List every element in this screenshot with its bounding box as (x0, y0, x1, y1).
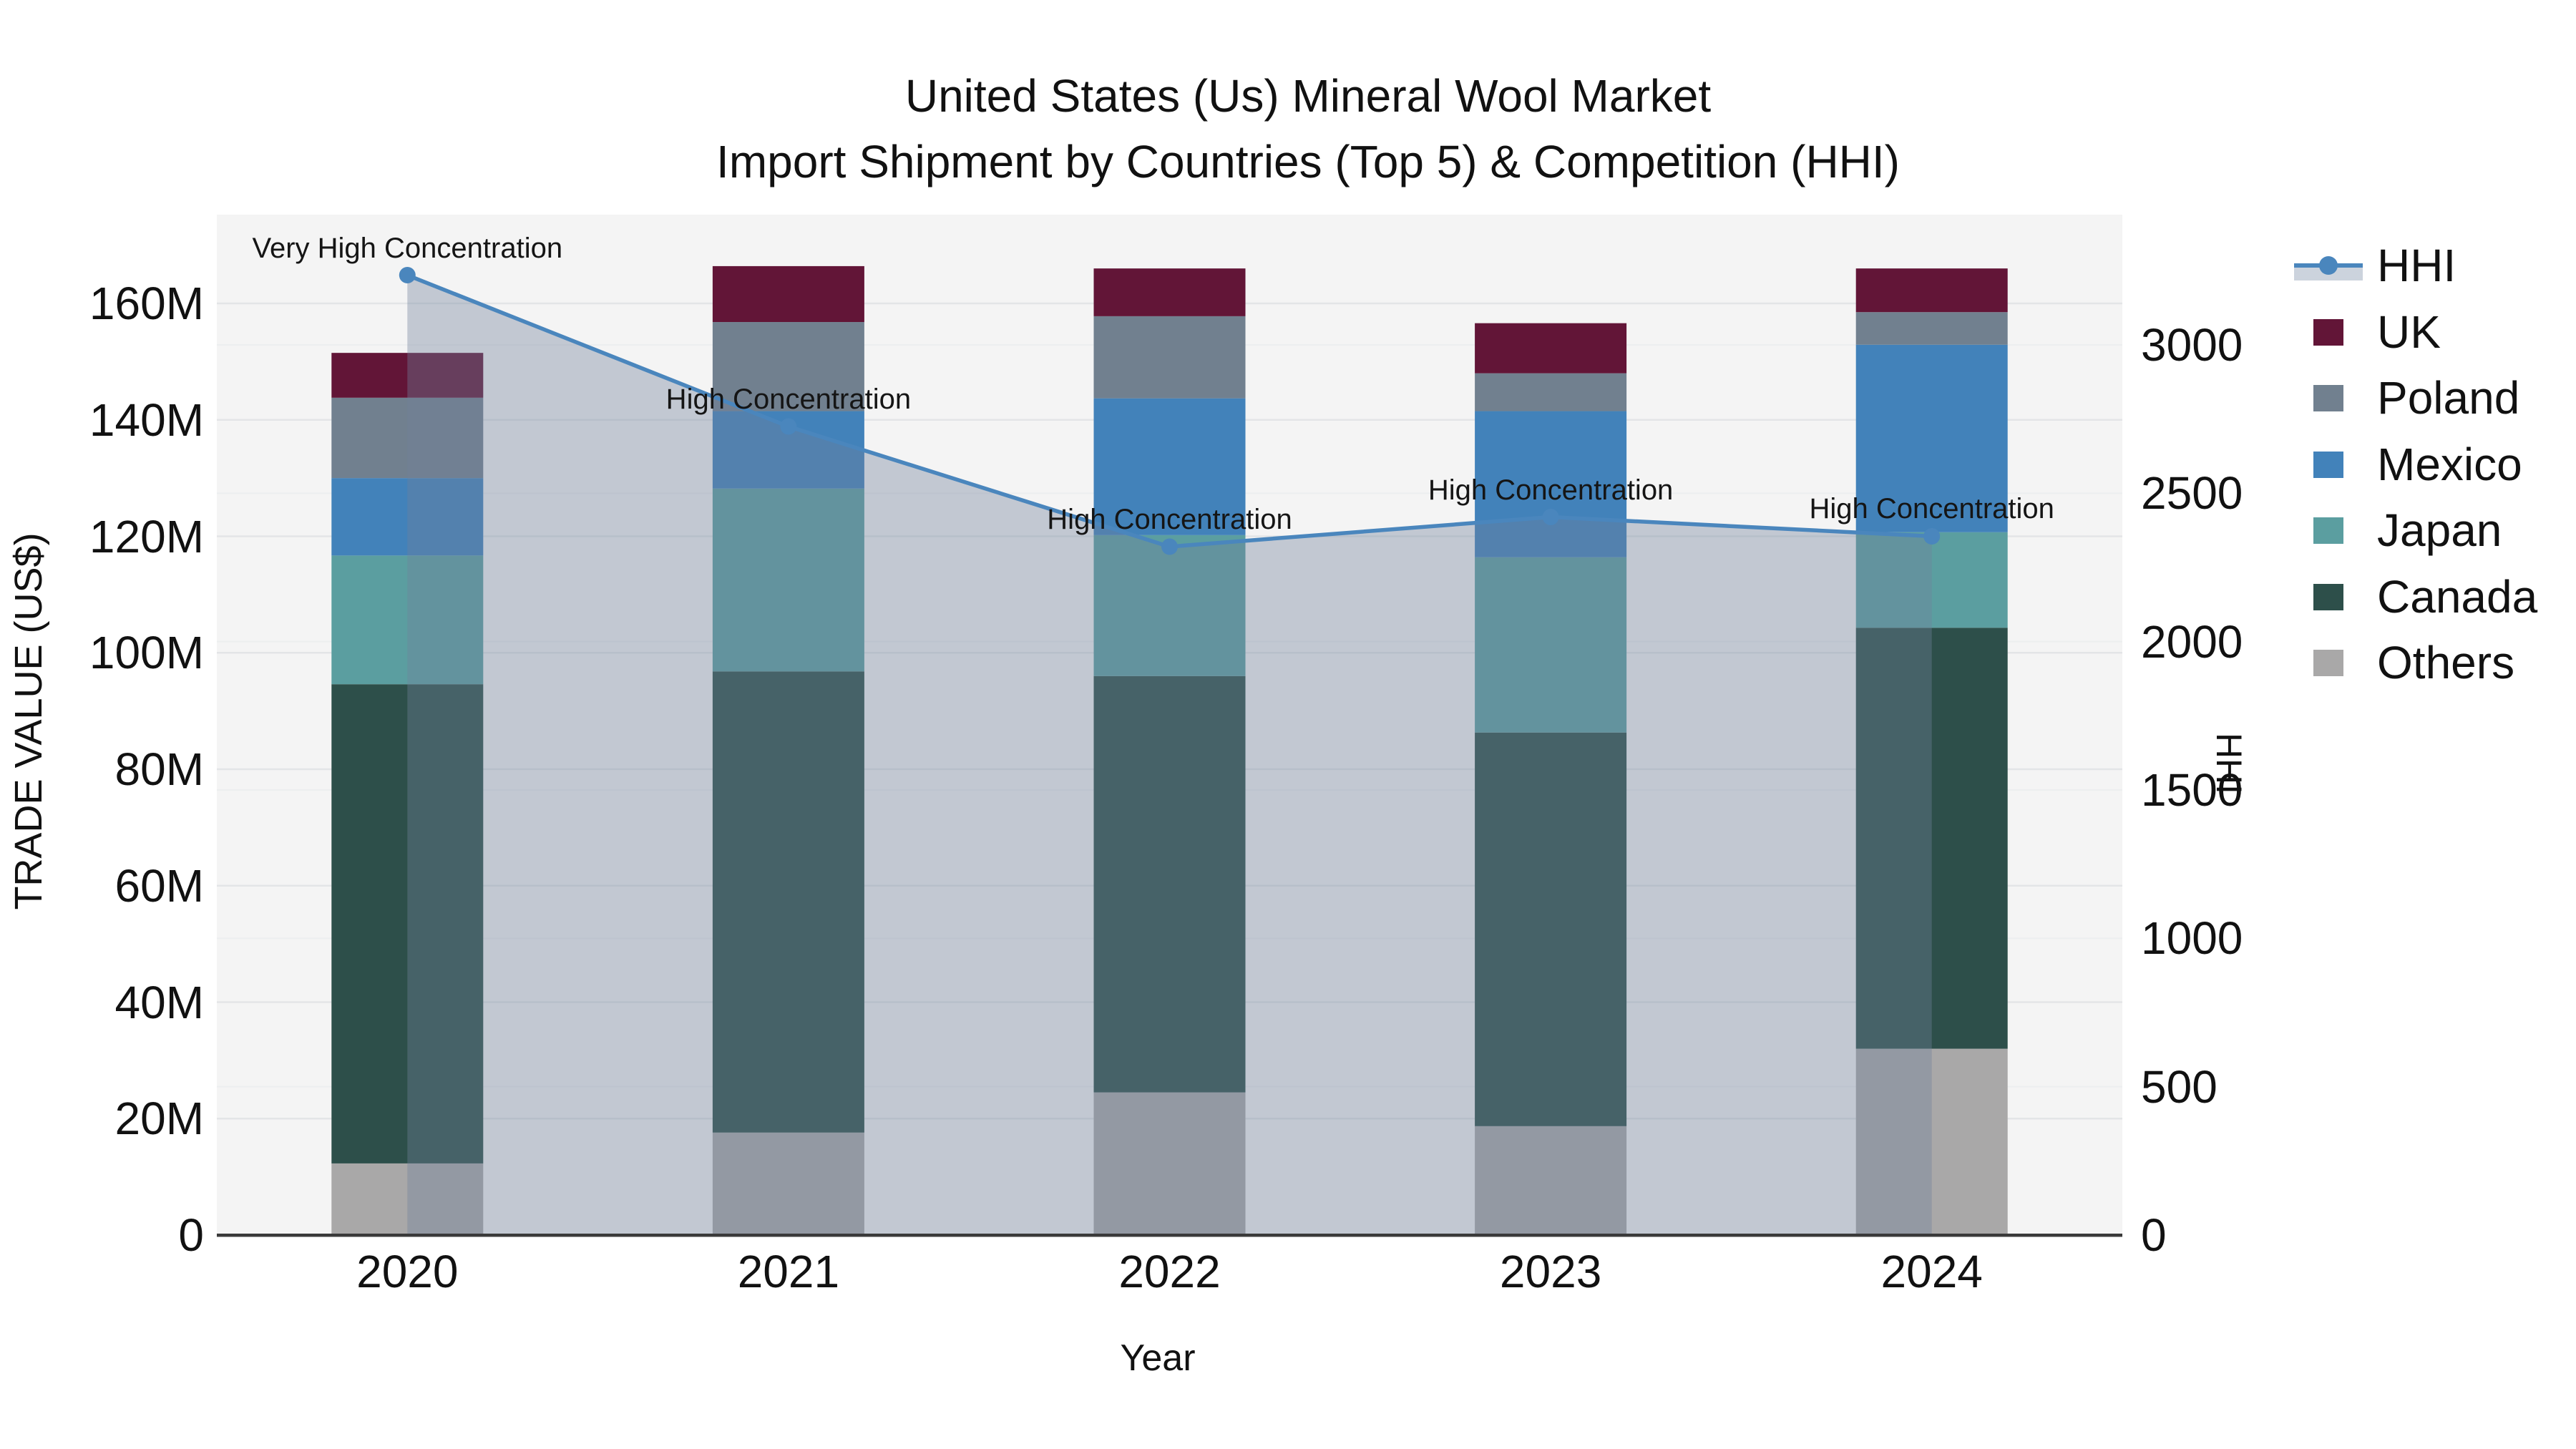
hhi-area-fill (407, 275, 1932, 1235)
legend-item-canada[interactable]: Canada (2294, 568, 2537, 625)
legend-label: Japan (2377, 504, 2502, 556)
y-left-tick-140M: 140M (89, 394, 204, 446)
hhi-point-2020[interactable] (399, 267, 416, 284)
bar-segment-mexico-2023[interactable] (1475, 411, 1627, 557)
legend-label: Poland (2377, 372, 2520, 424)
bar-segment-poland-2021[interactable] (712, 322, 864, 411)
hhi-point-2021[interactable] (780, 418, 797, 435)
color-swatch (2313, 583, 2343, 610)
annotation-2021: High Concentration (665, 384, 912, 416)
poland-swatch-icon (2294, 369, 2363, 426)
x-tick-2021: 2021 (737, 1246, 840, 1297)
bar-segment-others-2020[interactable] (331, 1163, 484, 1235)
legend-item-japan[interactable]: Japan (2294, 502, 2502, 559)
color-swatch (2313, 650, 2343, 676)
y-left-tick-100M: 100M (89, 627, 204, 679)
bar-segment-uk-2021[interactable] (712, 265, 864, 323)
bar-segment-mexico-2020[interactable] (331, 478, 484, 556)
bar-segment-mexico-2022[interactable] (1093, 398, 1246, 535)
japan-swatch-icon (2294, 502, 2363, 559)
bar-segment-uk-2022[interactable] (1093, 268, 1246, 316)
y-right-tick-0: 0 (2141, 1209, 2167, 1261)
legend-label: UK (2377, 306, 2441, 358)
chart-title-line1: United States (Us) Mineral Wool Market (904, 70, 1712, 122)
bar-segment-japan-2021[interactable] (712, 488, 864, 672)
x-axis-line (217, 1234, 2122, 1237)
hhi-point-2023[interactable] (1542, 509, 1559, 526)
color-swatch (2313, 517, 2343, 544)
hhi-point-2022[interactable] (1161, 538, 1178, 555)
color-swatch (2313, 385, 2343, 411)
x-tick-2022: 2022 (1118, 1246, 1221, 1297)
uk-swatch-icon (2294, 303, 2363, 361)
bar-segment-japan-2023[interactable] (1475, 557, 1627, 733)
hhi-line-icon (2294, 237, 2363, 294)
y-right-tick-1000: 1000 (2141, 912, 2243, 965)
annotation-2024: High Concentration (1809, 493, 2054, 525)
bar-segment-poland-2023[interactable] (1475, 373, 1627, 411)
bar-segment-canada-2022[interactable] (1093, 675, 1246, 1093)
annotation-2023: High Concentration (1428, 474, 1674, 506)
bar-segment-japan-2024[interactable] (1855, 532, 2008, 628)
y-left-tick-60M: 60M (114, 859, 205, 912)
mexico-swatch-icon (2294, 436, 2363, 493)
hhi-point-2024[interactable] (1923, 527, 1941, 545)
x-axis-title: Year (1120, 1337, 1196, 1379)
y-left-tick-80M: 80M (114, 743, 205, 795)
y-right-tick-2500: 2500 (2141, 467, 2243, 519)
bar-segment-uk-2020[interactable] (331, 353, 484, 398)
x-tick-2023: 2023 (1499, 1246, 1602, 1297)
legend-item-mexico[interactable]: Mexico (2294, 436, 2522, 493)
bar-segment-japan-2022[interactable] (1093, 535, 1246, 676)
hhi-marker-part (2319, 256, 2338, 275)
bar-segment-uk-2024[interactable] (1855, 268, 2008, 313)
y-left-tick-40M: 40M (114, 976, 205, 1028)
bar-segment-others-2023[interactable] (1475, 1126, 1627, 1235)
y-left-tick-0: 0 (178, 1209, 204, 1261)
legend-item-poland[interactable]: Poland (2294, 369, 2519, 426)
annotation-2022: High Concentration (1047, 503, 1292, 535)
y-right-tick-2000: 2000 (2141, 615, 2243, 668)
canada-swatch-icon (2294, 568, 2363, 625)
bar-segment-others-2021[interactable] (712, 1132, 864, 1235)
bar-segment-canada-2024[interactable] (1855, 628, 2008, 1049)
others-swatch-icon (2294, 634, 2363, 691)
bar-segment-japan-2020[interactable] (331, 555, 484, 685)
annotation-2020: Very High Concentration (252, 232, 563, 264)
legend-item-others[interactable]: Others (2294, 634, 2514, 691)
legend-label: Canada (2377, 570, 2538, 623)
bar-segment-poland-2022[interactable] (1093, 316, 1246, 399)
chart-title: United States (Us) Mineral Wool Market I… (716, 63, 1900, 195)
bar-segment-poland-2024[interactable] (1855, 312, 2008, 345)
x-tick-2020: 2020 (356, 1246, 459, 1297)
chart-title-line2: Import Shipment by Countries (Top 5) & C… (716, 136, 1900, 187)
bar-segment-others-2022[interactable] (1093, 1092, 1246, 1235)
bar-segment-uk-2023[interactable] (1475, 323, 1627, 374)
y-right-tick-1500: 1500 (2141, 764, 2243, 816)
x-tick-2024: 2024 (1880, 1246, 1983, 1297)
color-swatch (2313, 451, 2343, 478)
y-axis-left-title: TRADE VALUE (US$) (7, 532, 50, 910)
color-swatch (2313, 318, 2343, 346)
bar-segment-mexico-2024[interactable] (1855, 344, 2008, 532)
y-right-tick-500: 500 (2141, 1060, 2218, 1113)
legend-item-hhi[interactable]: HHI (2294, 237, 2456, 294)
bar-segment-canada-2021[interactable] (712, 671, 864, 1133)
y-left-tick-160M: 160M (89, 278, 204, 329)
bar-segment-poland-2020[interactable] (331, 397, 484, 479)
bar-segment-canada-2023[interactable] (1475, 732, 1627, 1126)
y-left-tick-20M: 20M (114, 1093, 205, 1145)
legend-label: Mexico (2377, 438, 2522, 490)
legend-item-uk[interactable]: UK (2294, 303, 2441, 361)
bar-segment-others-2024[interactable] (1855, 1048, 2008, 1235)
y-left-tick-120M: 120M (89, 510, 204, 562)
legend-label: Others (2377, 637, 2515, 688)
bar-segment-canada-2020[interactable] (331, 684, 484, 1163)
legend-label: HHI (2377, 240, 2457, 291)
y-right-tick-3000: 3000 (2141, 319, 2243, 371)
